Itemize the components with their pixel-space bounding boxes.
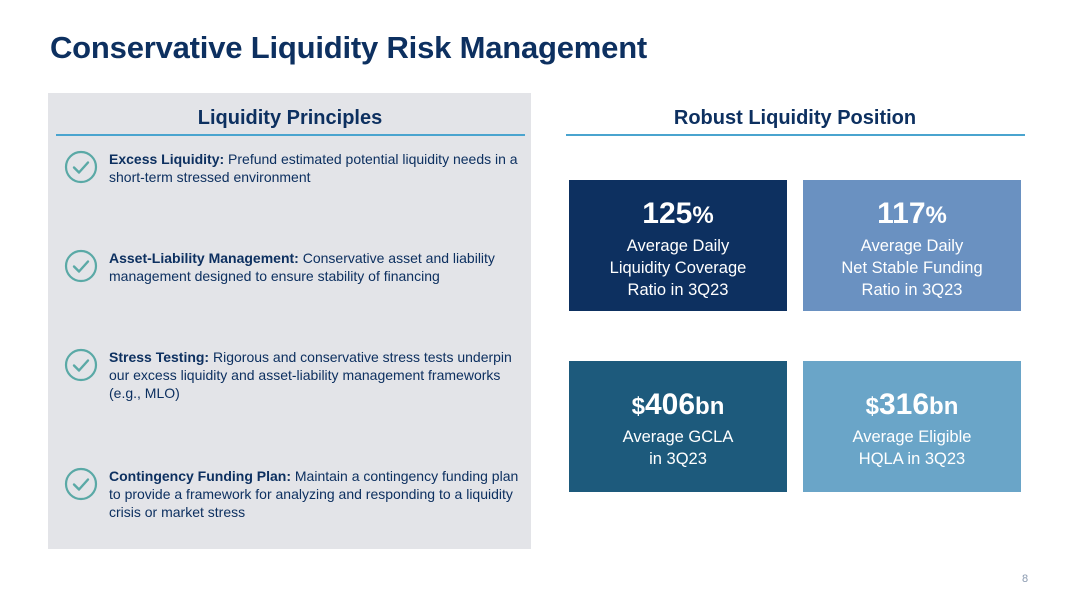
- principle-text: Asset-Liability Management: Conservative…: [109, 249, 519, 285]
- stat-lcr: 125% Average Daily Liquidity Coverage Ra…: [569, 180, 787, 311]
- check-circle-icon: [64, 467, 98, 501]
- principle-title: Asset-Liability Management:: [109, 250, 299, 266]
- principle-description: Prefund estimated potential liquidity ne…: [109, 151, 518, 185]
- principle-text: Excess Liquidity: Prefund estimated pote…: [109, 150, 519, 186]
- principle-description: Rigorous and conservative stress tests u…: [109, 349, 512, 401]
- check-circle-icon: [64, 150, 98, 184]
- principle-title: Excess Liquidity:: [109, 151, 225, 167]
- principle-title: Contingency Funding Plan:: [109, 468, 291, 484]
- stat-label: Average Eligible HQLA in 3Q23: [852, 428, 972, 468]
- slide-title: Conservative Liquidity Risk Management: [50, 30, 648, 65]
- right-heading-rule: [566, 134, 1025, 136]
- principle-description: Maintain a contingency funding plan to p…: [109, 468, 519, 520]
- stat-hqla: $316bn Average Eligible HQLA in 3Q23: [803, 361, 1021, 492]
- stat-nsfr: 117% Average Daily Net Stable Funding Ra…: [803, 180, 1021, 311]
- principle-description: Conservative asset and liability managem…: [109, 250, 495, 284]
- liquidity-principles-panel: [48, 93, 531, 549]
- stat-label: Average Daily Net Stable Funding Ratio i…: [841, 237, 983, 299]
- liquidity-position-heading: Robust Liquidity Position: [673, 107, 917, 129]
- stat-value: 125%: [642, 197, 714, 230]
- principle-text: Stress Testing: Rigorous and conservativ…: [109, 348, 519, 402]
- principle-text: Contingency Funding Plan: Maintain a con…: [109, 467, 519, 521]
- stat-value: $406bn: [631, 388, 725, 421]
- stat-label: Average GCLA in 3Q23: [622, 428, 734, 468]
- check-circle-icon: [64, 348, 98, 382]
- stat-value: $316bn: [865, 388, 959, 421]
- check-circle-icon: [64, 249, 98, 283]
- liquidity-principles-heading: Liquidity Principles: [197, 107, 383, 129]
- page-number: 8: [1022, 573, 1029, 585]
- principle-title: Stress Testing:: [109, 349, 210, 365]
- stat-label: Average Daily Liquidity Coverage Ratio i…: [609, 237, 747, 299]
- left-heading-rule: [56, 134, 525, 136]
- stat-gcla: $406bn Average GCLA in 3Q23: [569, 361, 787, 492]
- stat-value: 117%: [877, 197, 947, 230]
